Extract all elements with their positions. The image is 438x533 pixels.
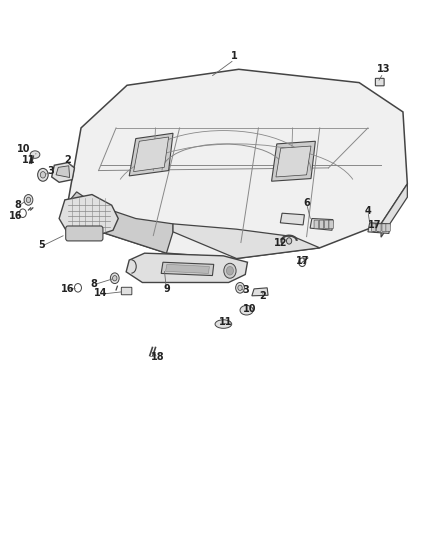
Polygon shape [134, 137, 169, 172]
Text: 11: 11 [219, 318, 232, 327]
Text: 1: 1 [231, 51, 238, 61]
Circle shape [24, 195, 33, 205]
Polygon shape [68, 69, 407, 259]
Ellipse shape [30, 151, 40, 158]
FancyBboxPatch shape [66, 226, 103, 241]
Text: 11: 11 [22, 155, 35, 165]
Text: 17: 17 [368, 220, 381, 230]
Text: 10: 10 [18, 144, 31, 154]
Text: 9: 9 [163, 284, 170, 294]
Polygon shape [166, 264, 209, 273]
FancyBboxPatch shape [371, 224, 376, 231]
Ellipse shape [240, 305, 253, 315]
Text: 16: 16 [61, 284, 74, 294]
Polygon shape [381, 184, 407, 237]
Circle shape [286, 238, 292, 244]
Polygon shape [280, 213, 304, 225]
Text: 17: 17 [296, 256, 309, 266]
FancyBboxPatch shape [314, 220, 318, 229]
Text: 13: 13 [377, 64, 390, 74]
Polygon shape [52, 163, 74, 182]
FancyBboxPatch shape [386, 224, 390, 231]
Polygon shape [310, 219, 333, 230]
Text: 12: 12 [274, 238, 287, 247]
Text: 8: 8 [91, 279, 98, 288]
FancyBboxPatch shape [319, 220, 324, 229]
Polygon shape [272, 141, 315, 181]
Text: 3: 3 [47, 166, 54, 175]
Circle shape [113, 276, 117, 281]
Circle shape [26, 197, 31, 203]
Text: 10: 10 [243, 304, 256, 314]
Polygon shape [276, 146, 311, 177]
Text: 18: 18 [151, 352, 165, 362]
Polygon shape [56, 166, 70, 177]
Text: 2: 2 [64, 155, 71, 165]
FancyBboxPatch shape [121, 287, 132, 295]
FancyBboxPatch shape [377, 224, 381, 231]
Text: 3: 3 [242, 286, 249, 295]
FancyBboxPatch shape [325, 220, 329, 229]
Text: 14: 14 [94, 288, 107, 298]
FancyBboxPatch shape [375, 78, 384, 86]
Text: 5: 5 [38, 240, 45, 250]
Text: 6: 6 [303, 198, 310, 207]
Polygon shape [129, 133, 173, 176]
Text: 8: 8 [14, 200, 21, 210]
Circle shape [236, 282, 244, 293]
Polygon shape [252, 288, 268, 296]
FancyBboxPatch shape [382, 224, 386, 231]
FancyBboxPatch shape [329, 220, 333, 229]
Ellipse shape [215, 320, 232, 328]
Circle shape [38, 168, 48, 181]
Text: 4: 4 [364, 206, 371, 215]
Polygon shape [368, 223, 390, 233]
Polygon shape [68, 192, 173, 253]
Polygon shape [173, 224, 320, 259]
Circle shape [110, 273, 119, 284]
Circle shape [226, 266, 233, 275]
Text: 2: 2 [259, 291, 266, 301]
Text: 16: 16 [9, 211, 22, 221]
Polygon shape [161, 262, 214, 276]
Circle shape [40, 172, 46, 178]
Circle shape [238, 285, 242, 290]
Polygon shape [126, 253, 247, 282]
Circle shape [224, 263, 236, 278]
Polygon shape [59, 195, 118, 236]
